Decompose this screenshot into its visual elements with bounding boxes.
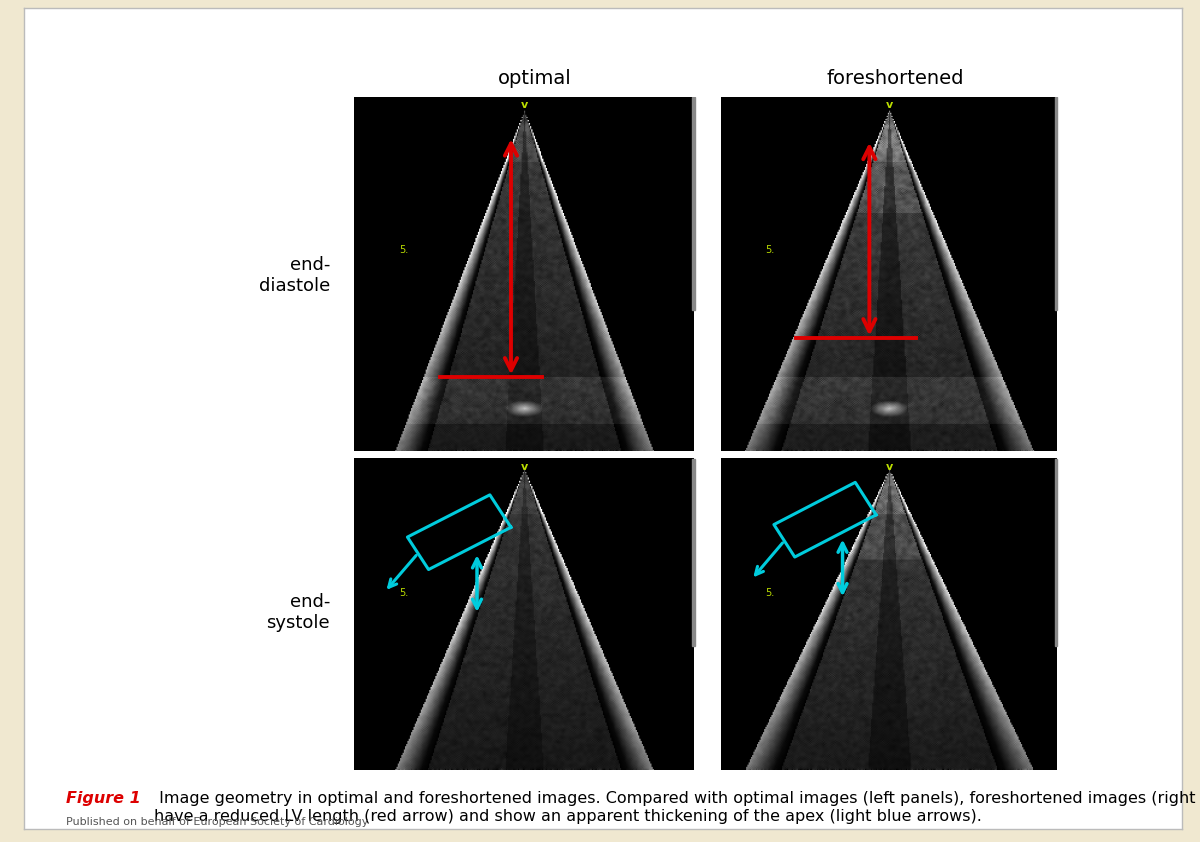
Text: 5.: 5. bbox=[766, 245, 775, 255]
Text: 5.: 5. bbox=[398, 588, 408, 598]
Text: end-
systole: end- systole bbox=[266, 593, 330, 632]
Text: Image geometry in optimal and foreshortened images. Compared with optimal images: Image geometry in optimal and foreshorte… bbox=[154, 791, 1200, 823]
Polygon shape bbox=[692, 459, 695, 646]
Text: 5.: 5. bbox=[766, 588, 775, 598]
Text: v: v bbox=[521, 100, 528, 110]
Text: v: v bbox=[521, 461, 528, 472]
Text: v: v bbox=[886, 461, 893, 472]
Text: optimal: optimal bbox=[498, 69, 572, 88]
Text: Published on behalf of European Society of Cardiology: Published on behalf of European Society … bbox=[66, 817, 368, 827]
Text: v: v bbox=[886, 100, 893, 110]
Polygon shape bbox=[692, 98, 695, 310]
Polygon shape bbox=[1055, 459, 1057, 646]
Polygon shape bbox=[1055, 98, 1057, 310]
Text: foreshortened: foreshortened bbox=[827, 69, 964, 88]
Text: Figure 1: Figure 1 bbox=[66, 791, 140, 807]
Text: end-
diastole: end- diastole bbox=[259, 256, 330, 296]
Text: 5.: 5. bbox=[398, 245, 408, 255]
